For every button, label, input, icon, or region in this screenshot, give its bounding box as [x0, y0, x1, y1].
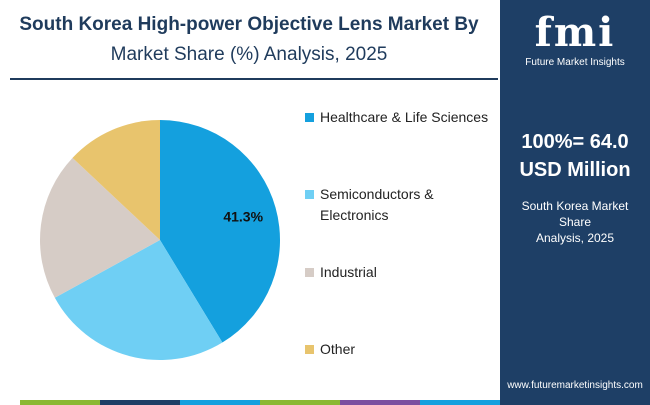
pie-slice-3	[40, 157, 161, 298]
legend-label-line2: Electronics	[320, 207, 389, 223]
legend-swatch	[305, 268, 314, 277]
market-total: 100%= 64.0 USD Million	[500, 128, 650, 184]
website-url[interactable]: www.futuremarketinsights.com	[507, 380, 643, 391]
bottom-bar-segment	[180, 400, 260, 405]
market-total-value: 100%= 64.0	[521, 131, 629, 153]
legend-label: Other	[320, 339, 355, 360]
sidebar-panel: fmi Future Market Insights 100%= 64.0 US…	[500, 0, 650, 405]
legend-item-3: Industrial	[305, 262, 377, 283]
legend-item-4: Other	[305, 339, 355, 360]
chart-title-line2: Market Share (%) Analysis, 2025	[110, 44, 388, 65]
market-subtitle-line1: South Korea Market Share	[521, 199, 629, 229]
pie-slice-4	[72, 120, 160, 240]
pie-slice-2	[54, 240, 223, 360]
logo-wordmark: fmi	[534, 9, 616, 56]
chart-title-line1: South Korea High-power Objective Lens Ma…	[19, 14, 479, 35]
legend-item-2: Semiconductors & Electronics	[305, 184, 434, 226]
legend-label-line1: Healthcare & Life Sciences	[320, 109, 489, 125]
legend-swatch	[305, 190, 314, 199]
bottom-bar-segment	[260, 400, 340, 405]
market-subtitle: South Korea Market Share Analysis, 2025	[510, 198, 640, 246]
legend-label-line1: Semiconductors &	[320, 186, 434, 202]
market-total-unit: USD Million	[519, 159, 631, 181]
legend-item-1: Healthcare & Life Sciences	[305, 107, 488, 128]
bottom-bar-segment	[20, 400, 100, 405]
pie-chart: 41.3%	[40, 120, 281, 360]
legend-label-line1: Industrial	[320, 264, 377, 280]
legend-label: Healthcare & Life Sciences	[320, 107, 488, 128]
bottom-bar-segment	[340, 400, 420, 405]
legend-swatch	[305, 345, 314, 354]
fmi-logo: fmi Future Market Insights	[500, 10, 650, 80]
pie-slice-1	[160, 120, 281, 343]
legend-label: Semiconductors & Electronics	[320, 184, 434, 226]
pie-data-label-1: 41.3%	[223, 209, 263, 225]
market-subtitle-line2: Analysis, 2025	[535, 231, 615, 245]
legend-label: Industrial	[320, 262, 377, 283]
bottom-color-bar	[20, 400, 500, 405]
title-divider	[10, 78, 498, 80]
legend-swatch	[305, 113, 314, 122]
logo-tagline: Future Market Insights	[525, 57, 625, 68]
chart-title: South Korea High-power Objective Lens Ma…	[0, 10, 498, 70]
bottom-bar-segment	[420, 400, 500, 405]
bottom-bar-segment	[100, 400, 180, 405]
legend-label-line1: Other	[320, 341, 356, 357]
